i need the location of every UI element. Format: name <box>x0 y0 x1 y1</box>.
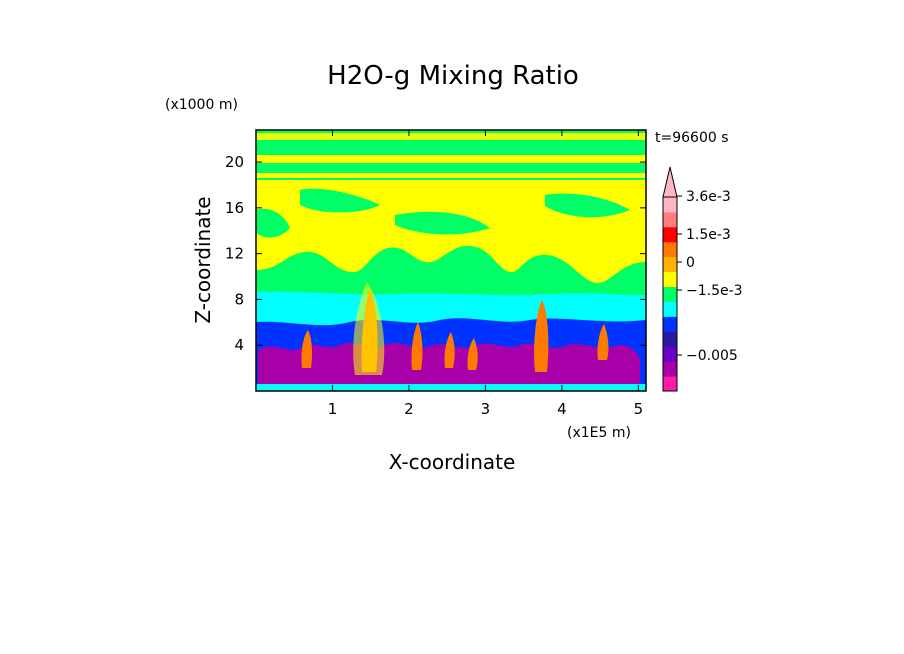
colorbar-label: −1.5e-3 <box>686 283 743 299</box>
plot-frame <box>255 129 647 392</box>
y-unit-label: (x1000 m) <box>165 97 238 113</box>
colorbar-swatch <box>663 346 677 362</box>
colorbar-extend-arrow <box>662 166 678 198</box>
time-label: t=96600 s <box>655 130 729 146</box>
colorbar-swatch <box>663 271 677 288</box>
surface-layer <box>256 384 646 391</box>
colorbar-label: −0.005 <box>686 348 738 364</box>
colorbar <box>662 166 678 392</box>
x-tick-label: 1 <box>328 400 338 418</box>
convective-plume <box>534 300 549 372</box>
x-tick-label: 5 <box>634 400 644 418</box>
convective-plume <box>597 324 609 360</box>
colorbar-swatch <box>663 331 677 347</box>
convective-plume <box>467 338 478 370</box>
chart-title: H2O-g Mixing Ratio <box>327 61 579 91</box>
x-tick-label: 4 <box>557 400 567 418</box>
convective-plume <box>353 282 385 375</box>
x-tick-label: 3 <box>481 400 491 418</box>
dry-patch <box>300 188 380 213</box>
colorbar-swatch <box>663 197 677 213</box>
convective-plume <box>444 332 455 368</box>
colorbar-swatch <box>663 361 677 377</box>
convective-plume <box>301 330 312 368</box>
dry-patch <box>395 211 490 235</box>
colorbar-swatch <box>663 376 677 392</box>
y-tick-label: 8 <box>234 290 244 308</box>
dry-patch <box>256 208 290 238</box>
y-axis-label: Z-coordinate <box>191 196 215 323</box>
colorbar-swatch <box>663 286 677 302</box>
y-tick-label: 4 <box>234 336 244 354</box>
y-axis: 4 8 12 16 20 <box>225 153 646 354</box>
colorbar-swatch <box>663 301 677 317</box>
colorbar-label: 0 <box>686 255 695 271</box>
colorbar-label: 3.6e-3 <box>686 189 731 205</box>
colorbar-swatch <box>663 316 677 332</box>
y-tick-label: 16 <box>225 199 244 217</box>
y-tick-label: 12 <box>225 245 244 263</box>
colorbar-swatch <box>663 211 677 228</box>
x-axis-label: X-coordinate <box>389 450 516 474</box>
colorbar-swatch <box>663 241 677 258</box>
colorbar-swatch <box>663 256 677 273</box>
colorbar-labels: 3.6e-3 1.5e-3 0 −1.5e-3 −0.005 <box>677 189 743 364</box>
colorbar-swatch <box>663 226 677 243</box>
upper-stripe <box>256 133 646 140</box>
upper-stripe <box>256 155 646 163</box>
colorbar-label: 1.5e-3 <box>686 227 731 243</box>
x-tick-label: 2 <box>404 400 414 418</box>
upper-stripe <box>256 173 646 178</box>
convective-plume <box>411 322 423 370</box>
x-unit-label: (x1E5 m) <box>567 425 631 441</box>
y-tick-label: 20 <box>225 153 244 171</box>
dry-patch <box>545 193 630 218</box>
x-axis: 1 2 3 4 5 <box>328 130 643 418</box>
